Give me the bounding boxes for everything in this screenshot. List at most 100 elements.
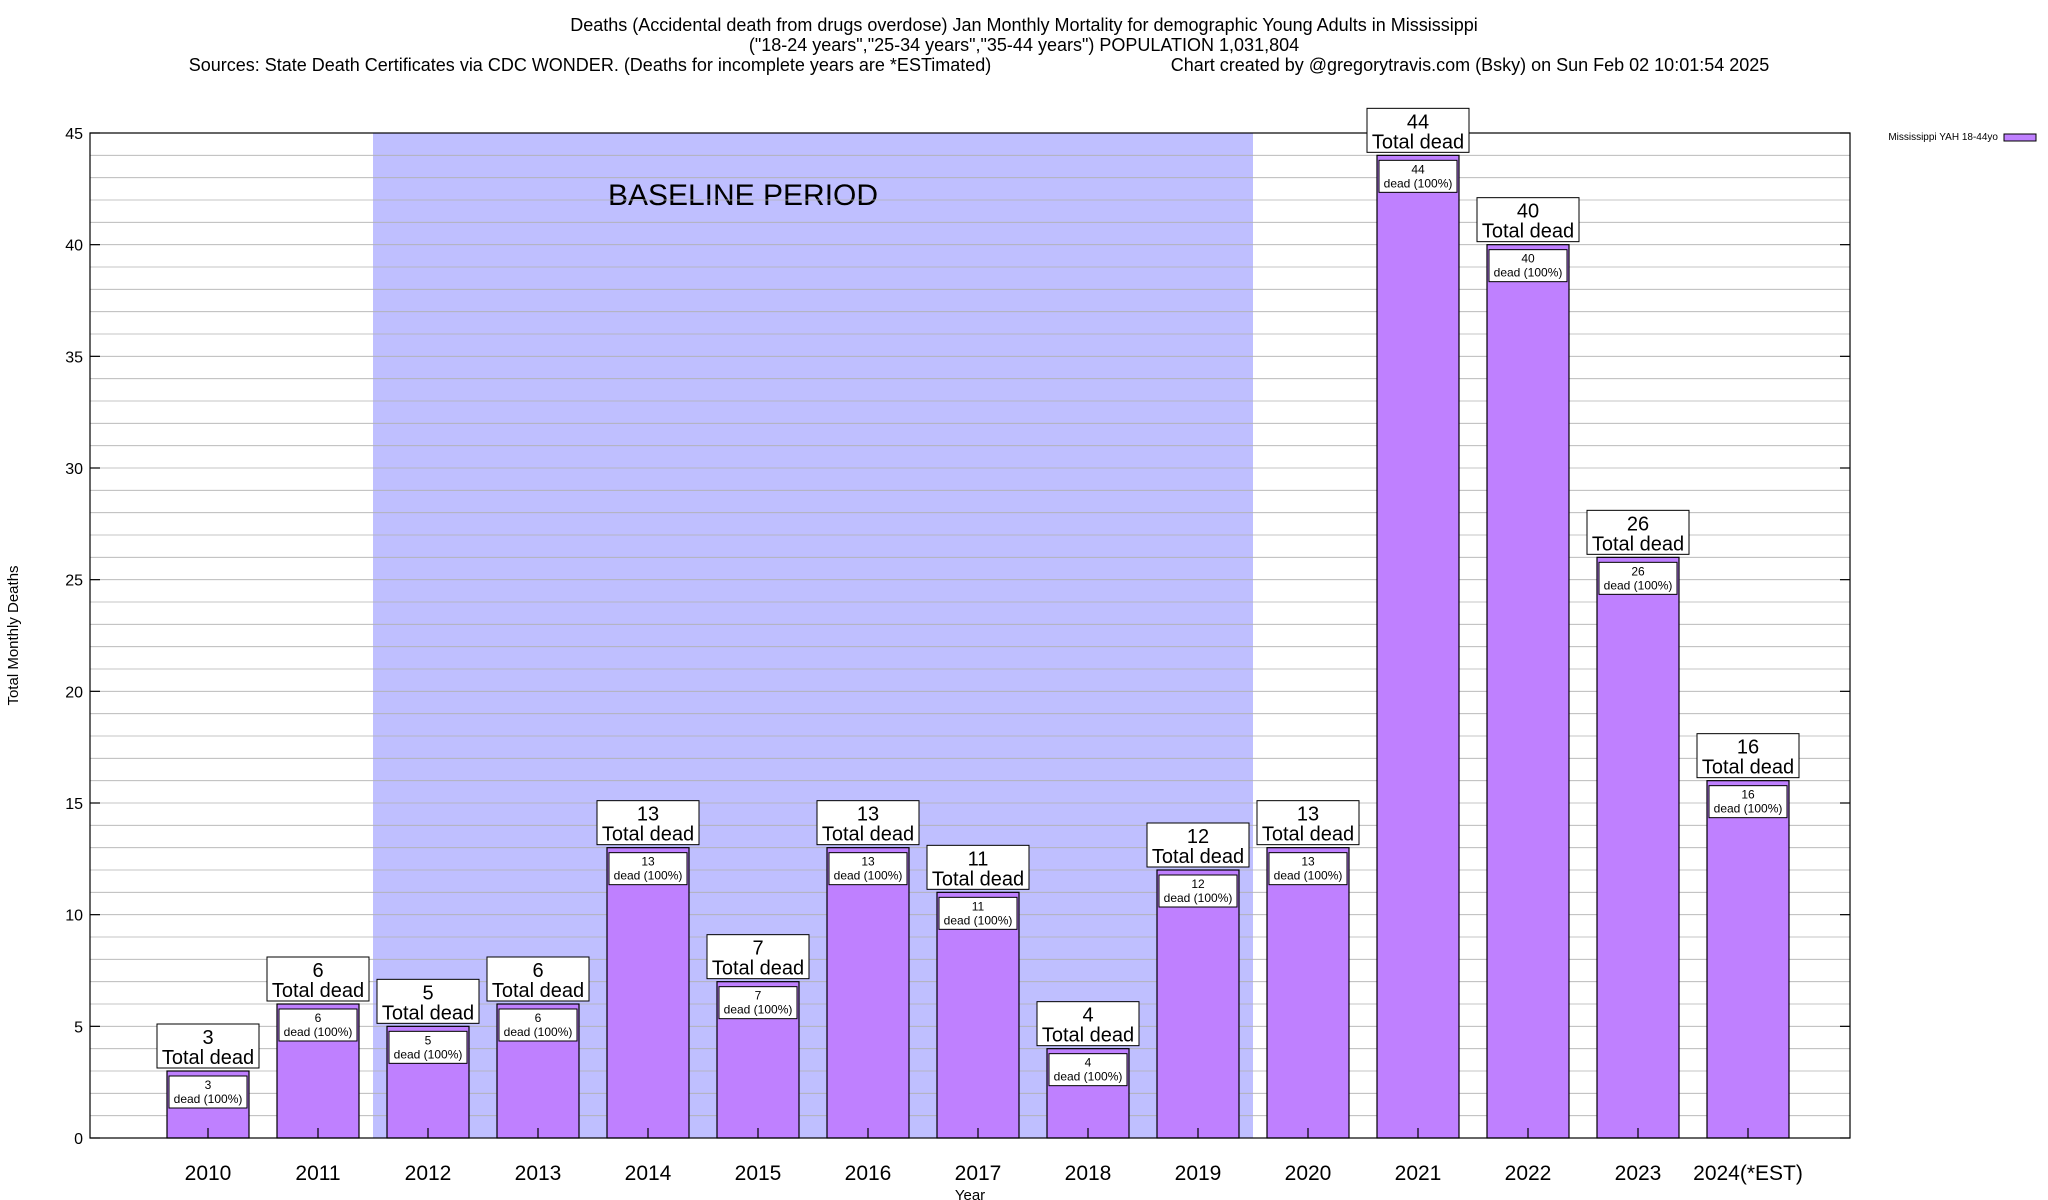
inner-value-label: 3 [205, 1078, 212, 1092]
inner-dead-label: dead (100%) [1604, 578, 1673, 592]
total-label-box [1036, 1001, 1140, 1047]
y-tick-label: 10 [65, 908, 83, 925]
total-value-label: 16 [1737, 737, 1759, 759]
total-label-box [1256, 800, 1360, 846]
inner-label-box [498, 1008, 578, 1042]
total-value-label: 3 [202, 1027, 213, 1049]
total-dead-label: Total dead [492, 980, 584, 1002]
total-value-label: 6 [312, 960, 323, 982]
inner-value-label: 4 [1085, 1056, 1092, 1070]
x-tick-label: 2013 [515, 1162, 562, 1185]
y-tick-label: 20 [65, 684, 83, 701]
x-tick-label: 2016 [845, 1162, 892, 1185]
x-tick-label: 2015 [735, 1162, 782, 1185]
x-tick-label: 2019 [1175, 1162, 1222, 1185]
total-value-label: 40 [1517, 201, 1539, 223]
bar [1596, 556, 1680, 1139]
inner-label-box [1598, 561, 1678, 595]
legend-label: Mississippi YAH 18-44yo [1888, 132, 1998, 143]
inner-value-label: 13 [1301, 855, 1315, 869]
inner-dead-label: dead (100%) [394, 1047, 463, 1061]
total-value-label: 44 [1407, 111, 1429, 133]
bars [166, 154, 1790, 1139]
total-value-label: 7 [752, 938, 763, 960]
bar [606, 847, 690, 1139]
total-label-box [706, 934, 810, 980]
inner-dead-label: dead (100%) [724, 1003, 793, 1017]
bar [936, 891, 1020, 1139]
inner-value-label: 6 [535, 1011, 542, 1025]
x-axis: 2010 2011 2012 2013 2014 2015 2016 2017 2018 2019… [185, 1128, 1803, 1185]
total-value-label: 5 [422, 982, 433, 1004]
inner-value-label: 6 [315, 1011, 322, 1025]
total-value-label: 13 [1297, 804, 1319, 826]
legend: Mississippi YAH 18-44yo [1888, 132, 2037, 143]
total-value-label: 13 [637, 804, 659, 826]
inner-value-label: 5 [425, 1033, 432, 1047]
inner-value-label: 13 [641, 855, 655, 869]
total-dead-label: Total dead [272, 980, 364, 1002]
total-label-box [1696, 733, 1800, 779]
total-dead-label: Total dead [712, 958, 804, 980]
total-label-box [596, 800, 700, 846]
y-tick-label: 25 [65, 573, 83, 590]
x-axis-label: Year [955, 1187, 985, 1200]
total-label-box [1476, 197, 1580, 243]
inner-label-box [718, 986, 798, 1020]
x-tick-label: 2022 [1505, 1162, 1552, 1185]
inner-dead-label: dead (100%) [1274, 869, 1343, 883]
bar [1376, 154, 1460, 1139]
total-dead-label: Total dead [602, 824, 694, 846]
inner-dead-label: dead (100%) [1054, 1070, 1123, 1084]
plot-frame [89, 132, 1851, 1139]
total-dead-label: Total dead [1262, 824, 1354, 846]
bar [1156, 869, 1240, 1139]
inner-value-label: 16 [1741, 788, 1755, 802]
x-tick-label: 2018 [1065, 1162, 1112, 1185]
chart-title: Deaths (Accidental death from drugs over… [570, 15, 1477, 35]
inner-label-box [1378, 159, 1458, 193]
total-label-box [926, 844, 1030, 890]
y-tick-label: 45 [65, 126, 83, 143]
inner-label-box [278, 1008, 358, 1042]
x-tick-label: 2012 [405, 1162, 452, 1185]
bar [826, 847, 910, 1139]
chart-source-line: Sources: State Death Certificates via CD… [189, 55, 992, 75]
inner-label-box [1708, 785, 1788, 819]
inner-value-label: 11 [972, 899, 985, 913]
inner-dead-label: dead (100%) [1164, 891, 1233, 905]
total-value-label: 13 [857, 804, 879, 826]
x-tick-label: 2010 [185, 1162, 232, 1185]
x-tick-label: 2014 [625, 1162, 672, 1185]
inner-dead-label: dead (100%) [614, 869, 683, 883]
inner-dead-label: dead (100%) [834, 869, 903, 883]
total-value-label: 6 [532, 960, 543, 982]
inner-value-label: 7 [755, 989, 762, 1003]
x-tick-label: 2020 [1285, 1162, 1332, 1185]
inner-label-box [1048, 1053, 1128, 1087]
total-label-box [266, 956, 370, 1002]
total-value-label: 4 [1082, 1005, 1093, 1027]
x-tick-label: 2021 [1395, 1162, 1442, 1185]
total-dead-label: Total dead [1702, 757, 1794, 779]
total-dead-label: Total dead [1592, 533, 1684, 555]
total-value-label: 11 [968, 848, 989, 870]
total-value-label: 12 [1187, 826, 1209, 848]
chart-credit-line: Chart created by @gregorytravis.com (Bsk… [1171, 55, 1770, 75]
inner-dead-label: dead (100%) [504, 1025, 573, 1039]
inner-value-label: 40 [1521, 252, 1535, 266]
total-dead-label: Total dead [1152, 846, 1244, 868]
total-label-box [156, 1023, 260, 1069]
bar [1486, 244, 1570, 1139]
inner-label-box [938, 896, 1018, 930]
inner-label-box [1488, 249, 1568, 283]
chart-subtitle: ("18-24 years","25-34 years","35-44 year… [749, 35, 1299, 55]
total-label-box [486, 956, 590, 1002]
inner-dead-label: dead (100%) [944, 913, 1013, 927]
x-tick-label: 2017 [955, 1162, 1002, 1185]
total-label-box [816, 800, 920, 846]
inner-label-box [1158, 874, 1238, 908]
